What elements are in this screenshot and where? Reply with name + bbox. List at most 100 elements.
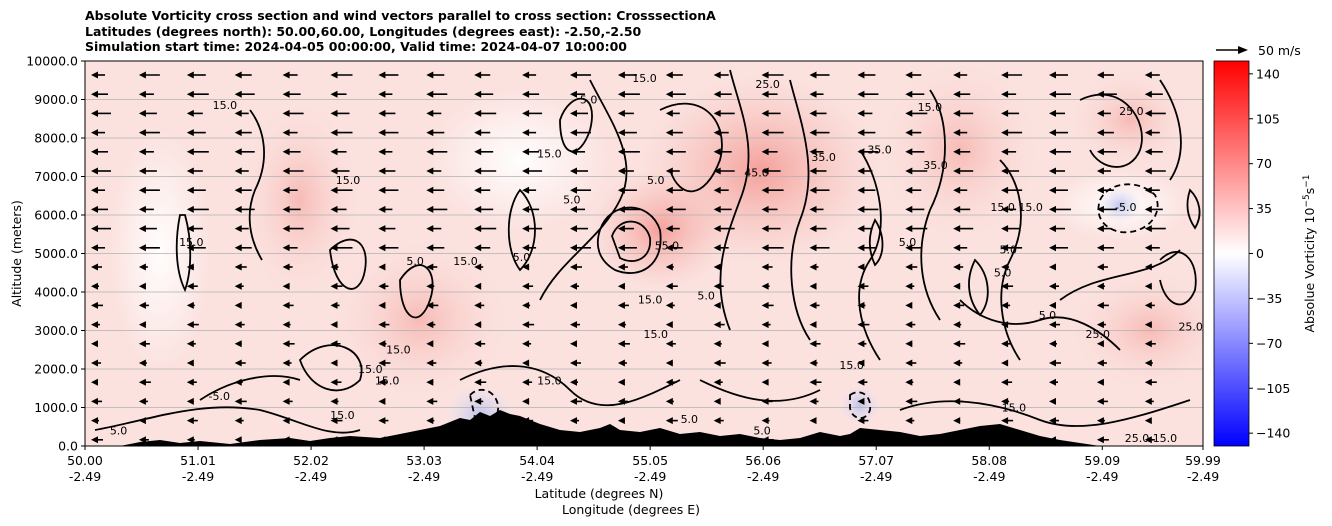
wind-vector-head: [617, 282, 625, 290]
wind-vector-head: [1049, 167, 1056, 175]
x-tick-label-latitude: 58.08: [971, 453, 1007, 468]
wind-vector-head: [378, 263, 386, 271]
wind-vector-head: [91, 340, 98, 348]
wind-vector-head: [91, 359, 98, 367]
wind-vector-head: [91, 417, 98, 425]
wind-vector-head: [330, 244, 338, 252]
wind-vector-head: [1096, 109, 1104, 117]
wind-vector-head: [713, 397, 721, 405]
wind-vector-head: [857, 225, 865, 233]
wind-vector-head: [665, 109, 673, 117]
colorbar-label-unit: s: [1302, 188, 1317, 195]
colorbar-tick-label: −140: [1256, 426, 1290, 441]
quiver-key: 50 m/s: [1216, 43, 1301, 58]
y-tick-label: 9000.0: [34, 92, 78, 107]
contour-label: 15.0: [358, 363, 383, 376]
wind-vector-head: [474, 109, 482, 117]
wind-vector-head: [617, 301, 625, 309]
wind-vector-head: [138, 225, 146, 233]
wind-vector-head: [91, 244, 98, 252]
wind-vector-head: [1096, 205, 1104, 213]
colorbar-tick-label: 0: [1256, 246, 1264, 261]
wind-vector-head: [1049, 225, 1056, 233]
wind-vector-head: [809, 90, 817, 98]
y-tick-label: 3000.0: [34, 323, 78, 338]
colorbar-tick-label: 35: [1256, 201, 1272, 216]
wind-vector-head: [809, 225, 817, 233]
wind-vector-head: [1001, 359, 1009, 367]
wind-vector-head: [570, 244, 577, 252]
wind-vector-head: [713, 263, 721, 271]
contour-label: 15.0: [1002, 401, 1027, 414]
wind-vector-head: [138, 340, 146, 348]
wind-vector-head: [186, 71, 194, 79]
x-tick-label-longitude: -2.49: [408, 469, 440, 484]
wind-vector-head: [953, 71, 961, 79]
wind-vector-head: [905, 340, 913, 348]
wind-vector-head: [138, 244, 146, 252]
wind-vector-head: [91, 225, 98, 233]
wind-vector-head: [91, 397, 98, 405]
wind-vector-head: [809, 167, 817, 175]
contour-label: 25.0: [1119, 105, 1144, 118]
wind-vector-head: [953, 148, 961, 156]
wind-vector-head: [809, 378, 817, 386]
wind-vector-head: [617, 378, 625, 386]
wind-vector-head: [91, 186, 98, 194]
wind-vector-head: [378, 90, 386, 98]
wind-vector-head: [857, 71, 865, 79]
wind-vector-head: [1144, 263, 1152, 271]
wind-vector-head: [953, 129, 961, 137]
wind-vector-head: [713, 301, 721, 309]
wind-vector-head: [761, 321, 769, 329]
wind-vector-head: [426, 148, 434, 156]
y-tick-label: 5000.0: [34, 246, 78, 261]
wind-vector-head: [522, 282, 530, 290]
wind-vector-head: [905, 71, 913, 79]
wind-vector-head: [713, 109, 721, 117]
wind-vector-head: [570, 301, 577, 309]
wind-vector-head: [522, 397, 530, 405]
wind-vector-head: [186, 244, 194, 252]
wind-vector-head: [1144, 301, 1152, 309]
wind-vector-head: [1144, 397, 1152, 405]
contour-label: 5.0: [681, 413, 699, 426]
wind-vector-head: [809, 129, 817, 137]
wind-vector-head: [91, 205, 98, 213]
wind-vector-head: [713, 167, 721, 175]
wind-vector-head: [426, 225, 434, 233]
wind-vector-head: [234, 205, 242, 213]
wind-vector-head: [905, 205, 913, 213]
wind-vector-head: [330, 397, 338, 405]
wind-vector-head: [1001, 129, 1009, 137]
wind-vector-head: [378, 321, 386, 329]
wind-vector-head: [665, 359, 673, 367]
wind-vector-head: [522, 321, 530, 329]
wind-vector-head: [570, 205, 577, 213]
wind-vector-head: [809, 263, 817, 271]
wind-vector-head: [522, 378, 530, 386]
wind-vector-head: [617, 225, 625, 233]
wind-vector-head: [282, 378, 290, 386]
wind-vector-head: [474, 186, 482, 194]
wind-vector-head: [282, 109, 290, 117]
wind-vector-head: [330, 225, 338, 233]
colorbar-label: Absolue Vorticity 10−5s−1: [1302, 174, 1317, 332]
x-tick-label-longitude: -2.49: [973, 469, 1005, 484]
wind-vector-head: [1144, 225, 1152, 233]
wind-vector-head: [1049, 244, 1056, 252]
wind-vector-head: [522, 71, 530, 79]
wind-vector-head: [91, 148, 98, 156]
wind-vector-head: [905, 225, 913, 233]
wind-vector-head: [234, 129, 242, 137]
wind-vector-head: [1049, 436, 1056, 444]
wind-vector-head: [186, 90, 194, 98]
wind-vector-head: [1049, 263, 1056, 271]
wind-vector-head: [809, 71, 817, 79]
wind-vectors: [91, 71, 1166, 444]
wind-vector-head: [953, 205, 961, 213]
contour-label: 25.0: [1086, 328, 1111, 341]
contour-label: 35.0: [867, 143, 892, 156]
wind-vector-head: [282, 225, 290, 233]
